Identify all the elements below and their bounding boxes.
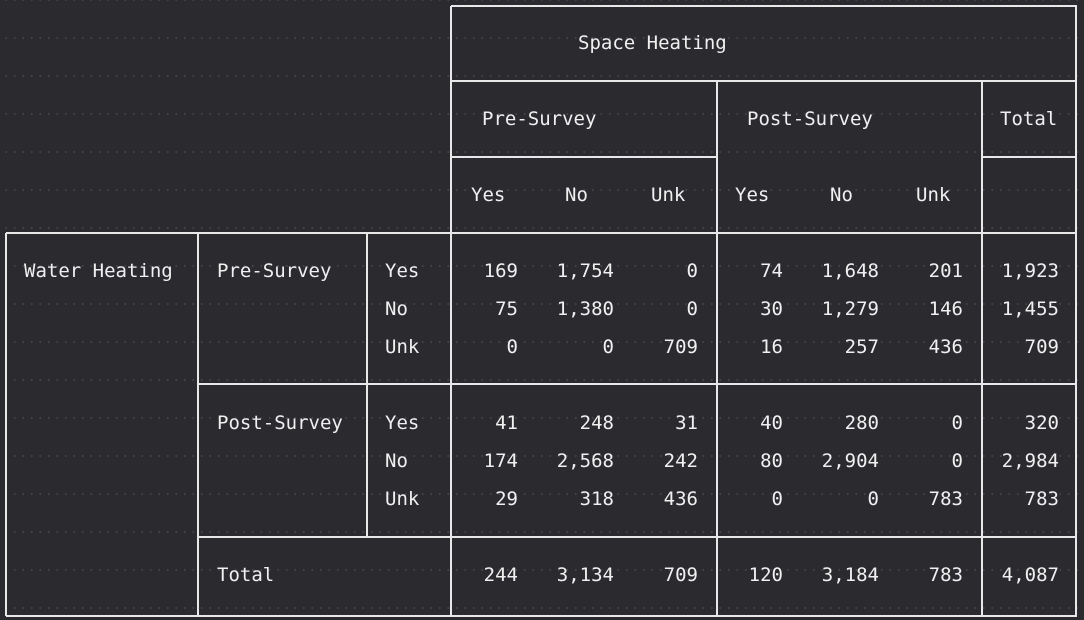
border-line-horizontal [983, 156, 1077, 158]
table-cell: 1,279 [821, 298, 879, 320]
table-cell: 1,648 [821, 260, 879, 282]
table-cell: 709 [663, 564, 698, 586]
table-cell: 0 [602, 336, 614, 358]
table-cell: 74 [760, 260, 783, 282]
column-header-post-no: No [830, 184, 853, 206]
table-cell: 174 [483, 450, 518, 472]
table-cell: 80 [760, 450, 783, 472]
table-cell: 0 [951, 450, 963, 472]
table-cell: 709 [663, 336, 698, 358]
table-cell: 244 [483, 564, 518, 586]
table-cell-total: 4,087 [1001, 564, 1059, 586]
table-cell: 31 [675, 412, 698, 434]
row-label: No [385, 298, 408, 320]
table-cell-total: 1,455 [1001, 298, 1059, 320]
column-header-post-yes: Yes [735, 184, 770, 206]
border-line-horizontal [198, 383, 1077, 385]
table-cell: 2,568 [556, 450, 614, 472]
table-cell: 0 [771, 488, 783, 510]
table-cell: 40 [760, 412, 783, 434]
table-cell: 169 [483, 260, 518, 282]
border-line-vertical [716, 81, 718, 616]
column-header-pre-yes: Yes [471, 184, 506, 206]
table-cell: 783 [928, 564, 963, 586]
table-cell: 1,754 [556, 260, 614, 282]
border-line-vertical [981, 81, 983, 616]
column-total-header: Total [1000, 108, 1058, 130]
table-cell: 201 [928, 260, 963, 282]
table-cell: 3,184 [821, 564, 879, 586]
column-header-post-unk: Unk [916, 184, 951, 206]
row-label: Yes [385, 260, 420, 282]
table-cell: 16 [760, 336, 783, 358]
table-cell: 30 [760, 298, 783, 320]
table-cell-total: 320 [1024, 412, 1059, 434]
table-cell: 0 [951, 412, 963, 434]
table-cell: 242 [663, 450, 698, 472]
row-label: Unk [385, 336, 420, 358]
border-line-horizontal [451, 80, 1077, 82]
table-cell: 3,134 [556, 564, 614, 586]
border-line-vertical [197, 233, 199, 616]
table-cell: 75 [495, 298, 518, 320]
column-subgroup-post-survey: Post-Survey [747, 108, 873, 130]
row-section-pre-survey: Pre-Survey [217, 260, 332, 282]
column-subgroup-pre-survey: Pre-Survey [482, 108, 597, 130]
table-cell: 0 [506, 336, 518, 358]
table-cell: 436 [663, 488, 698, 510]
border-line-horizontal [198, 536, 1077, 538]
table-cell: 318 [579, 488, 614, 510]
table-cell: 1,380 [556, 298, 614, 320]
table-cell: 29 [495, 488, 518, 510]
table-cell-total: 1,923 [1001, 260, 1059, 282]
table-cell: 0 [686, 260, 698, 282]
row-label: Yes [385, 412, 420, 434]
border-line-vertical [1075, 6, 1077, 616]
border-line-vertical [5, 233, 7, 616]
table-cell-total: 709 [1024, 336, 1059, 358]
column-header-pre-no: No [565, 184, 588, 206]
table-cell: 146 [928, 298, 963, 320]
row-label: No [385, 450, 408, 472]
row-label: Unk [385, 488, 420, 510]
row-total-label: Total [217, 564, 275, 586]
column-header-pre-unk: Unk [651, 184, 686, 206]
border-line-horizontal [451, 5, 1077, 7]
row-group-header: Water Heating [24, 260, 173, 282]
column-group-header: Space Heating [578, 32, 727, 54]
table-cell: 2,904 [821, 450, 879, 472]
border-line-horizontal [451, 156, 717, 158]
table-cell-total: 2,984 [1001, 450, 1059, 472]
table-cell: 257 [844, 336, 879, 358]
table-cell: 280 [844, 412, 879, 434]
border-line-horizontal [6, 615, 1077, 617]
table-cell: 0 [686, 298, 698, 320]
table-cell-total: 783 [1024, 488, 1059, 510]
table-cell: 0 [867, 488, 879, 510]
table-cell: 248 [579, 412, 614, 434]
table-cell: 783 [928, 488, 963, 510]
border-line-vertical [450, 6, 452, 616]
border-line-vertical [366, 233, 368, 537]
row-section-post-survey: Post-Survey [217, 412, 343, 434]
table-cell: 120 [748, 564, 783, 586]
table-cell: 41 [495, 412, 518, 434]
table-cell: 436 [928, 336, 963, 358]
border-line-horizontal [6, 232, 1077, 234]
